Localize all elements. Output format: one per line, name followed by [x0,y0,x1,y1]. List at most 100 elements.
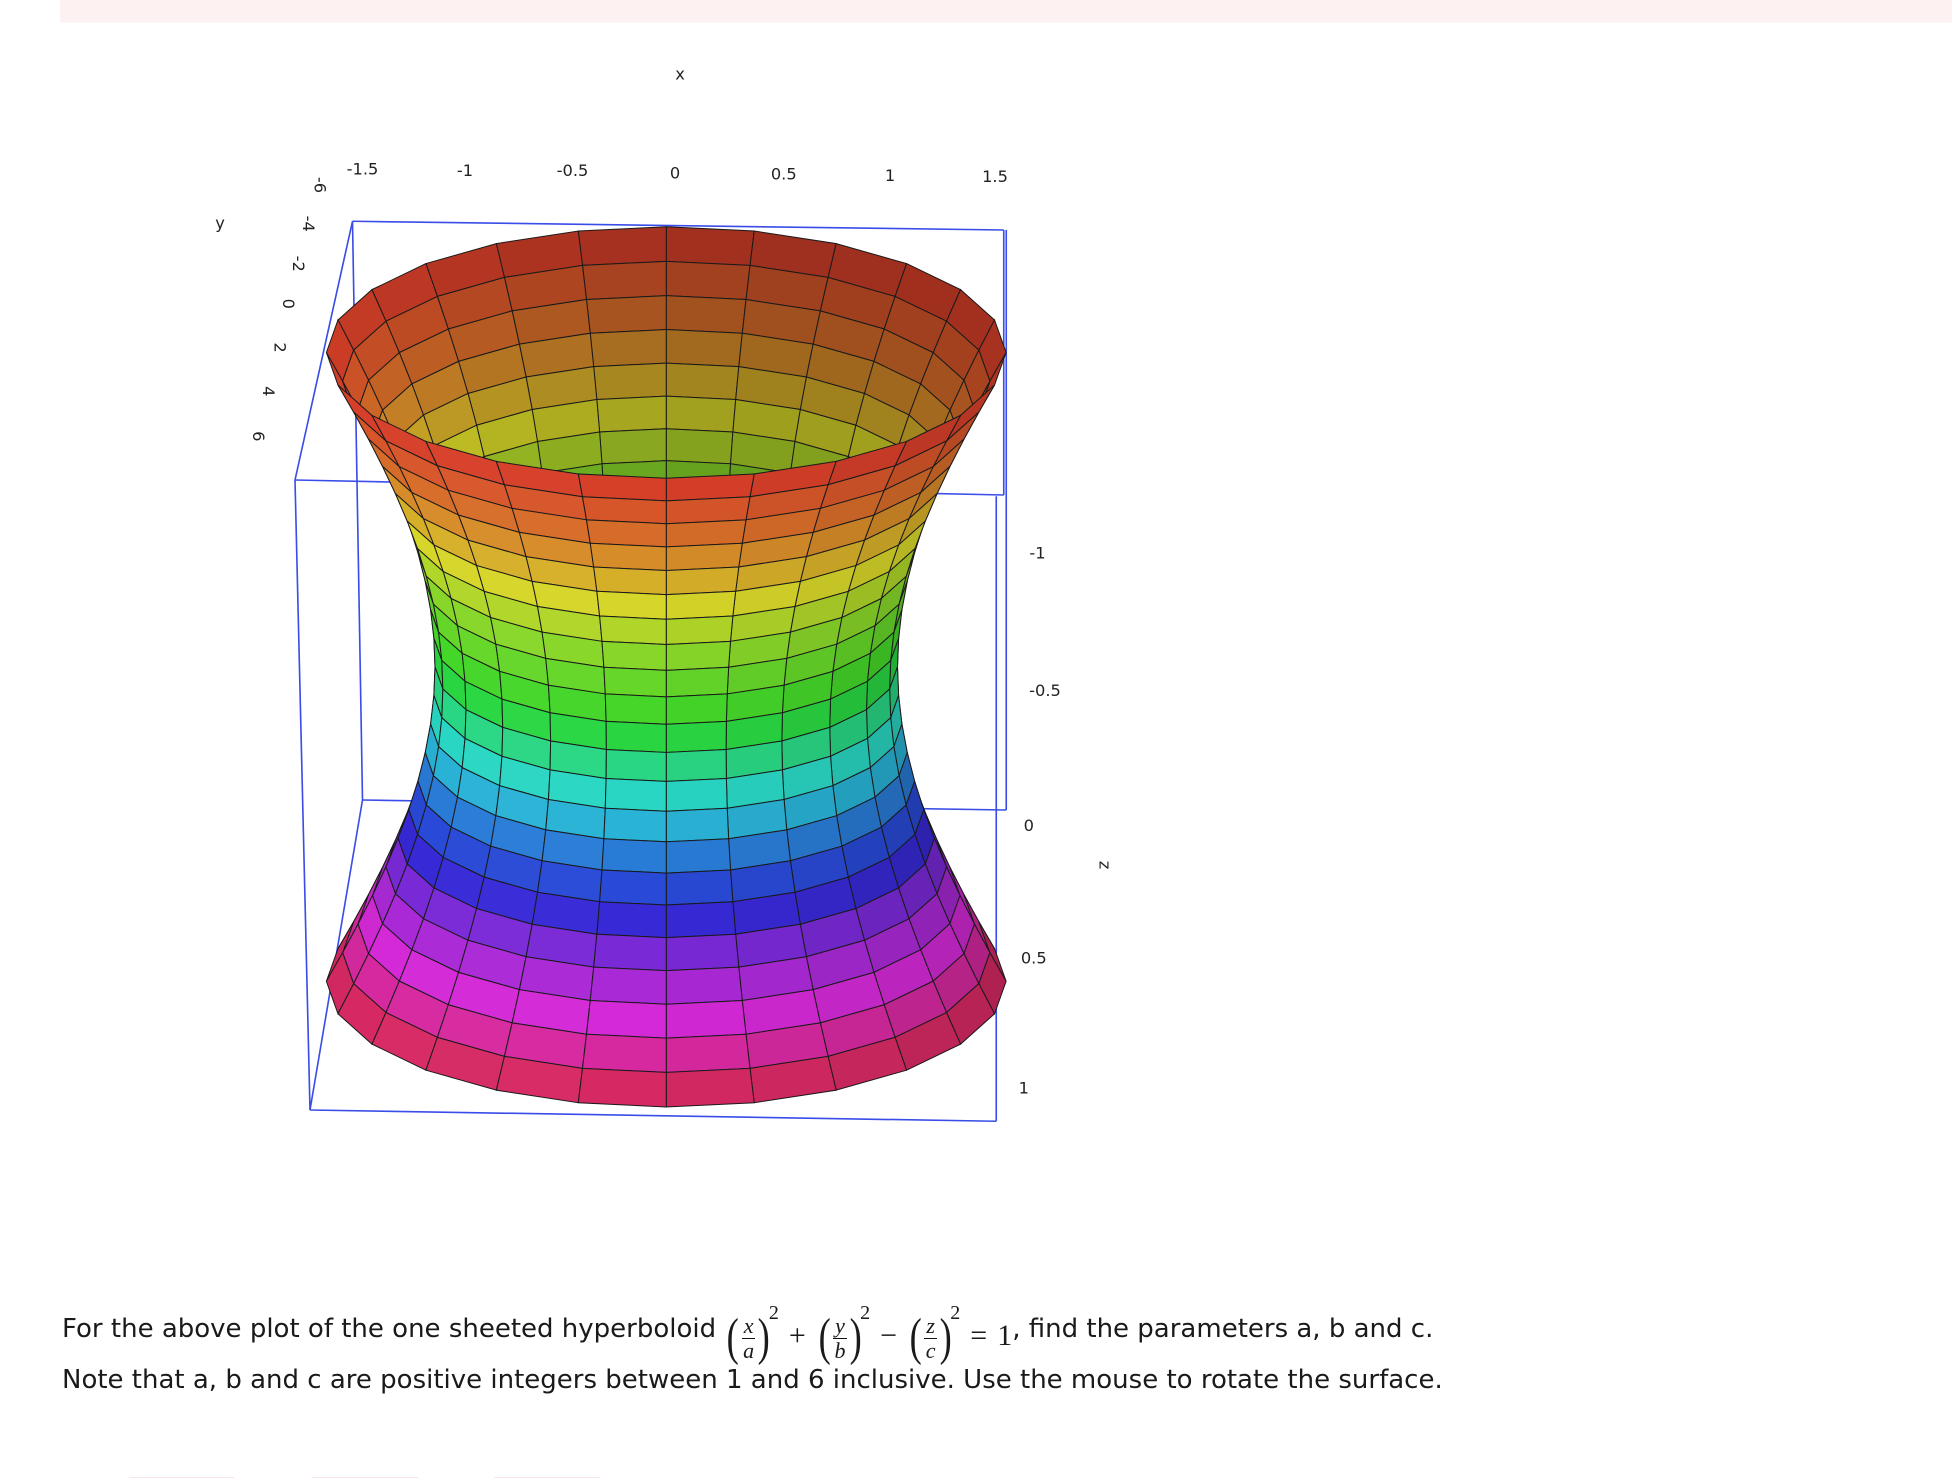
surface-face [665,869,734,906]
numerator: z [924,1312,937,1339]
x-axis-label: x [675,65,685,84]
question-after: , find the parameters a, b and c. Note t… [62,1313,1443,1395]
x-tick-label: 0.5 [771,165,797,184]
surface-face [665,1033,751,1073]
surface-face [665,428,734,465]
formula-operator: − [880,1319,898,1352]
numerator: x [741,1312,756,1339]
y-tick-label: 2 [270,342,289,352]
surface-face [665,999,747,1039]
surface-face [589,542,667,572]
question-text: For the above plot of the one sheeted hy… [62,1296,1502,1397]
surface-face [581,496,667,525]
surface-face [665,807,730,843]
surface-face [601,640,667,671]
surface-face [601,838,667,874]
surface-face [665,640,732,671]
exponent: 2 [950,1302,961,1324]
surface-face [665,260,751,301]
surface-face [665,1067,755,1108]
z-tick-label: -0.5 [1029,681,1061,700]
surface-face [599,615,667,645]
surface-face [665,615,734,645]
surface-face [599,869,667,906]
surface-face [603,666,667,698]
x-tick-label: 1.5 [982,167,1008,186]
surface-face [581,1033,667,1073]
surface-face [577,226,667,266]
surface-face [665,566,740,596]
paren: ) [939,1309,952,1367]
y-axis-label: y [215,213,225,232]
paren: ( [909,1309,922,1367]
paren: ( [726,1309,740,1367]
formula-rhs: 1 [997,1319,1013,1352]
surface-face [585,295,667,334]
surface-face [665,395,737,433]
denominator: a [743,1337,755,1363]
surface-face [665,901,737,939]
surface-face [665,295,747,334]
surface-face [665,748,727,782]
surface-face [665,496,751,525]
z-axis-label: z [1095,861,1114,870]
surface-face [665,362,740,401]
x-tick-label: -1.5 [347,160,379,179]
z-tick-label: 1 [1019,1078,1029,1097]
z-tick-label: 0 [1024,816,1034,835]
exponent: 2 [768,1302,779,1324]
y-tick-label: -2 [289,256,308,272]
surface-face [581,260,667,301]
surface-face [596,395,667,433]
surface-face [603,807,667,843]
z-tick-label: -1 [1029,543,1045,562]
surface-face [593,566,667,596]
surface-face [665,933,740,972]
surface-face [665,590,737,620]
y-tick-label: 0 [279,299,298,309]
denominator: b [834,1337,846,1363]
surface-face [665,777,728,812]
surface-face [665,838,732,874]
paren: ) [849,1309,862,1367]
axis-labels: x y z -1.5 -1 -0.5 0 0.5 1 1.5 -6 -4 -2 0 2 4 6 -1 -0.5… [215,65,1114,1098]
surface-face [593,933,667,972]
surface-face [593,362,667,401]
hyperboloid-surface [325,226,1007,1108]
surface-face [604,693,667,725]
x-tick-label: -1 [457,161,473,180]
surface-face [577,1067,667,1108]
y-tick-label: 4 [259,386,278,396]
formula-operator: + [788,1319,806,1352]
surface-face [585,999,667,1039]
surface-face [665,666,730,698]
denominator: c [925,1337,936,1363]
paren: ( [818,1309,831,1367]
surface-face [665,542,743,572]
y-tick-label: -6 [310,177,329,193]
question-before: For the above plot of the one sheeted hy… [62,1313,717,1344]
surface-face [596,590,667,620]
surface-face [605,720,667,753]
surface-face [605,748,667,782]
x-tick-label: -0.5 [557,161,589,180]
surface-face [589,329,667,368]
surface-face [665,226,755,266]
exponent: 2 [860,1302,871,1324]
surface-face [665,519,747,548]
surface-face [665,329,743,368]
surface-face [585,519,667,548]
surface-face [589,966,667,1005]
formula-equals: = [970,1319,988,1352]
numerator: y [833,1312,847,1339]
paren: ) [758,1309,771,1367]
x-tick-label: 0 [670,163,680,182]
surface-face [665,720,727,753]
surface-face [596,901,667,939]
surface-face [599,428,667,465]
surface-face [665,966,743,1005]
